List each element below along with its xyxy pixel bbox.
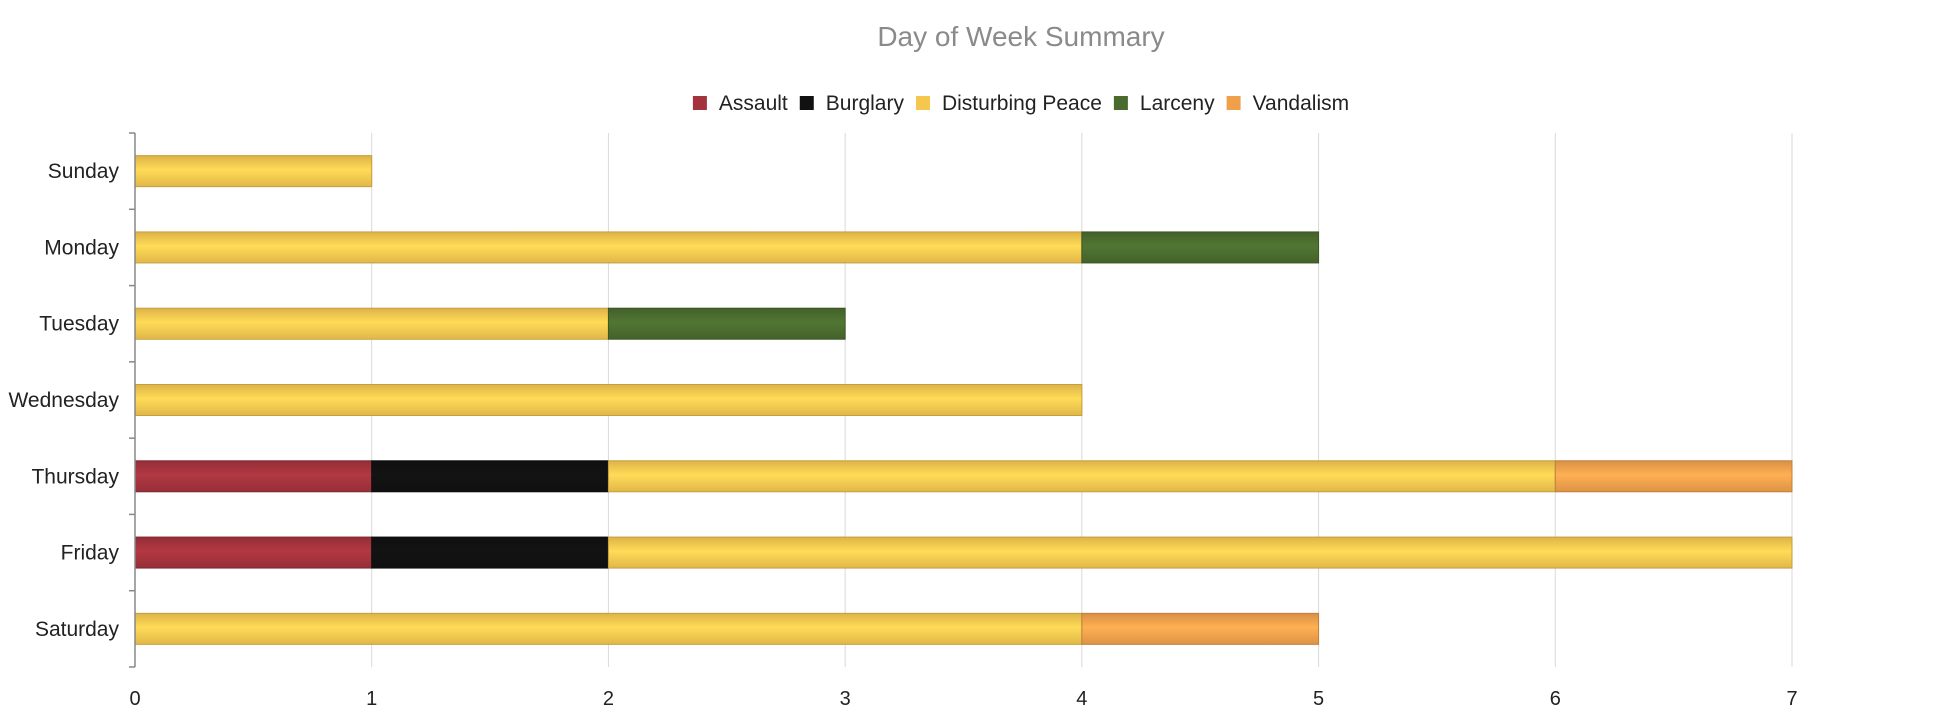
legend-item[interactable]: Vandalism [1253,92,1350,115]
x-tick-label: 5 [1313,688,1324,710]
bar-segment[interactable] [1081,231,1320,264]
bar-segment[interactable] [1081,612,1320,645]
category-label: Monday [44,236,119,259]
bar-segment[interactable] [134,460,373,493]
bar-segment[interactable] [134,307,609,340]
bars [134,155,1793,645]
chart-title: Day of Week Summary [877,21,1164,52]
category-label: Wednesday [8,389,119,412]
x-tick-label: 2 [603,688,614,710]
legend-item[interactable]: Burglary [826,92,905,115]
bar-segment[interactable] [371,460,609,493]
bar-segment[interactable] [607,307,846,340]
category-label: Friday [61,542,120,565]
legend-item[interactable]: Disturbing Peace [942,92,1102,115]
bar-segment[interactable] [134,536,373,569]
bar-segment[interactable] [134,612,1083,645]
tick-labels: 0 1 2 3 4 5 6 7 [129,688,1797,710]
axes [129,132,136,668]
category-label: Thursday [31,465,119,488]
legend: Assault Burglary Disturbing Peace Larceny Va… [692,92,1350,115]
category-label: Sunday [48,160,120,183]
bar-segment[interactable] [607,460,1556,493]
x-tick-label: 7 [1786,688,1797,710]
x-tick-label: 3 [840,688,851,710]
x-tick-label: 1 [366,688,377,710]
bar-segment[interactable] [134,384,1083,416]
legend-item[interactable]: Assault [719,92,788,115]
legend-swatch [799,96,814,110]
bar-segment[interactable] [1554,460,1793,493]
category-labels: Sunday Monday Tuesday Wednesday Thursday Frid… [8,160,119,641]
legend-swatch [1113,96,1128,110]
bar-segment[interactable] [134,231,1083,264]
x-tick-label: 6 [1550,688,1561,710]
bar-segment[interactable] [134,155,373,188]
x-tick-label: 4 [1076,688,1087,710]
legend-item[interactable]: Larceny [1140,92,1215,115]
legend-swatch [692,96,707,110]
legend-swatch [1226,96,1241,110]
category-label: Tuesday [39,313,119,336]
legend-swatch [915,96,930,110]
bar-segment[interactable] [607,536,1793,569]
category-label: Saturday [35,618,120,641]
bar-segment[interactable] [371,536,609,569]
x-tick-label: 0 [129,688,140,710]
